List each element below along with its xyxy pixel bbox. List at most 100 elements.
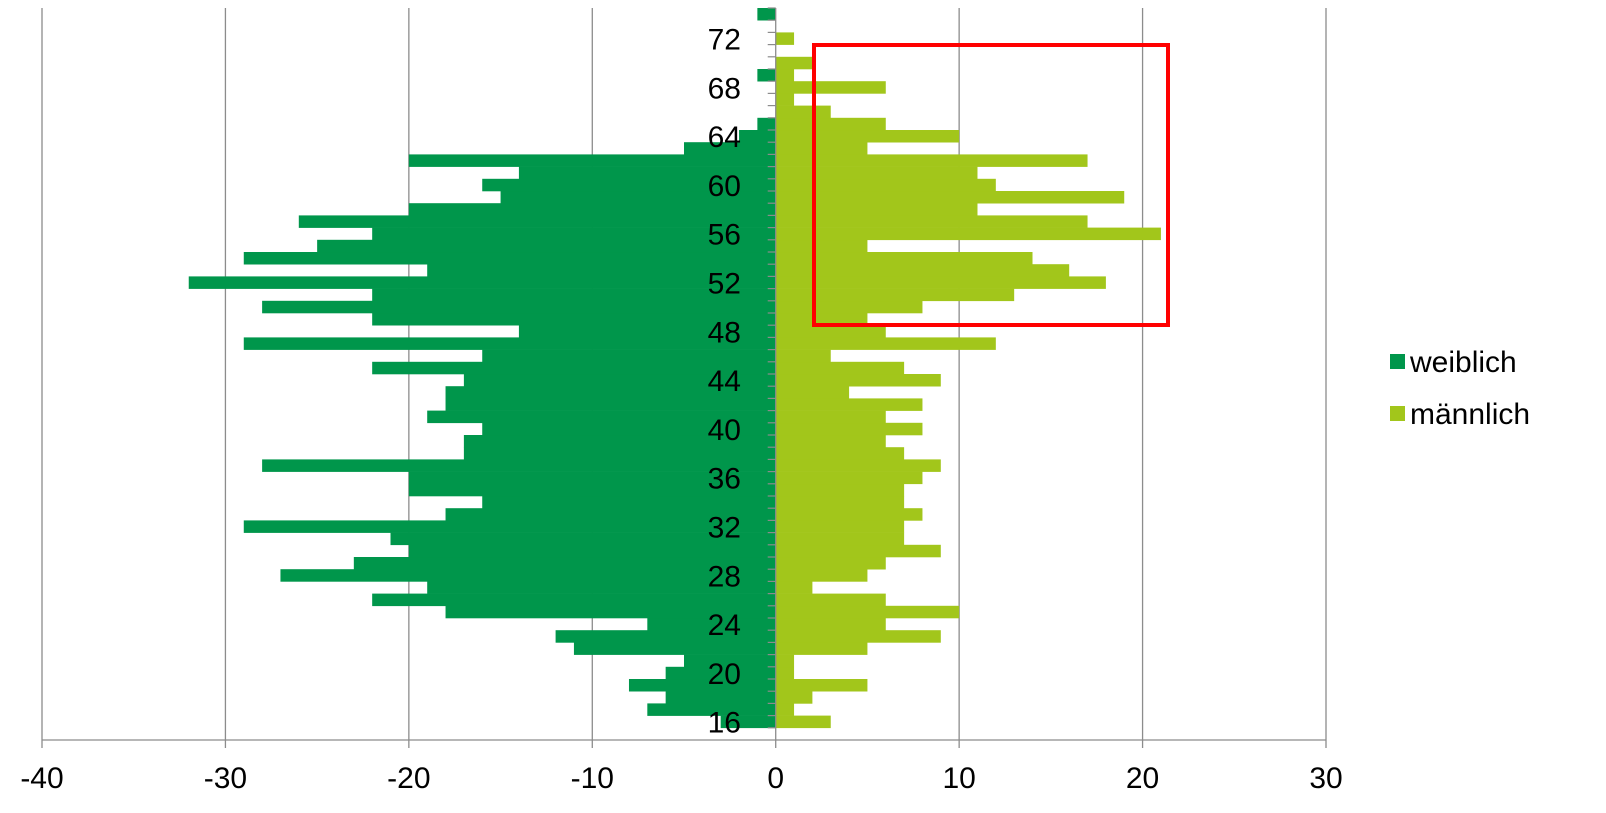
bar-weiblich-age-60 [482, 178, 776, 192]
bar-männlich-age-44 [775, 374, 941, 387]
bar-weiblich-age-17 [647, 703, 776, 716]
bar-weiblich-age-46 [482, 349, 776, 363]
bar-männlich-age-32 [775, 520, 905, 533]
y-tick-label-36: 36 [708, 463, 741, 496]
bar-männlich-age-37 [775, 459, 941, 472]
x-tick-label--20: -20 [387, 762, 430, 795]
x-tick-label-10: 10 [942, 762, 975, 795]
bar-weiblich-age-21 [684, 654, 776, 668]
y-tick-label-40: 40 [708, 414, 741, 447]
bar-männlich-age-33 [775, 508, 923, 521]
bar-weiblich-age-37 [262, 459, 776, 472]
bar-männlich-age-29 [775, 557, 886, 570]
bar-weiblich-age-38 [463, 447, 776, 460]
bar-männlich-age-22 [775, 642, 868, 655]
bar-männlich-age-66 [775, 105, 831, 119]
bar-weiblich-age-51 [372, 288, 776, 302]
bar-männlich-age-35 [775, 483, 905, 497]
bar-weiblich-age-24 [647, 618, 776, 631]
x-tick-label-30: 30 [1309, 762, 1342, 795]
bar-männlich-age-24 [775, 618, 886, 631]
bar-weiblich-age-50 [262, 300, 776, 314]
bar-weiblich-age-34 [482, 496, 776, 509]
bar-weiblich-age-49 [372, 313, 776, 326]
bar-weiblich-age-56 [372, 227, 776, 241]
legend-label-weiblich: weiblich [1409, 346, 1517, 379]
bar-weiblich-age-48 [518, 325, 776, 338]
bar-männlich-age-51 [775, 288, 1015, 302]
highlight-box [812, 43, 1170, 327]
bar-männlich-age-67 [775, 93, 795, 106]
bar-weiblich-age-39 [463, 435, 776, 448]
bar-weiblich-age-52 [188, 276, 776, 289]
bar-weiblich-age-59 [500, 191, 776, 204]
bar-weiblich-age-42 [445, 398, 776, 411]
bar-weiblich-age-29 [353, 557, 776, 570]
bar-männlich-age-64 [775, 130, 960, 143]
bar-weiblich-age-47 [243, 337, 776, 350]
bar-weiblich-age-20 [665, 666, 776, 680]
bar-männlich-age-47 [775, 337, 996, 350]
bar-männlich-age-50 [775, 300, 923, 314]
legend-swatch-männlich [1390, 406, 1405, 421]
y-tick-label-48: 48 [708, 316, 741, 349]
bar-männlich-age-34 [775, 496, 905, 509]
bar-männlich-age-62 [775, 154, 1088, 167]
y-tick-label-64: 64 [708, 121, 741, 154]
bar-männlich-age-18 [775, 691, 813, 704]
y-tick-label-72: 72 [708, 24, 741, 57]
bar-männlich-age-63 [775, 142, 868, 155]
x-tick-label--30: -30 [204, 762, 247, 795]
y-tick-label-52: 52 [708, 268, 741, 301]
legend: weiblich männlich [812, 43, 1530, 431]
bar-weiblich-age-30 [408, 544, 776, 558]
x-tick-label--40: -40 [20, 762, 63, 795]
bar-männlich-age-46 [775, 349, 831, 363]
axes: -40 -30 -20 -10 0 10 20 30 16 20 24 28 32 36 40 44 48 52 5… [20, 7, 1343, 795]
bar-weiblich-age-25 [445, 605, 776, 619]
bar-männlich-age-69 [775, 69, 795, 82]
bar-weiblich-age-36 [408, 471, 776, 485]
legend-swatch-weiblich [1390, 354, 1405, 369]
x-tick-label-0: 0 [767, 762, 784, 795]
bar-männlich-age-55 [775, 239, 868, 253]
bar-männlich-age-43 [775, 386, 850, 399]
bar-männlich-age-54 [775, 252, 1033, 265]
bar-männlich-age-59 [775, 191, 1125, 204]
bar-männlich-age-41 [775, 410, 886, 424]
bar-weiblich-age-53 [427, 264, 776, 277]
bar-weiblich-age-19 [628, 679, 776, 692]
bar-männlich-age-21 [775, 654, 795, 668]
bar-weiblich-age-63 [684, 142, 776, 155]
bar-männlich-age-27 [775, 581, 813, 594]
bar-weiblich-age-32 [243, 520, 776, 533]
bar-weiblich-age-54 [243, 252, 776, 265]
legend-label-männlich: männlich [1410, 398, 1530, 431]
bar-männlich-age-68 [775, 81, 886, 94]
bar-weiblich-age-16 [720, 715, 776, 729]
bar-männlich-age-65 [775, 117, 886, 131]
bar-männlich-age-25 [775, 605, 960, 619]
bar-weiblich-age-35 [408, 483, 776, 497]
x-tick-label-20: 20 [1126, 762, 1159, 795]
bar-männlich-age-40 [775, 422, 923, 436]
y-tick-label-20: 20 [708, 658, 741, 691]
bar-weiblich-age-41 [427, 410, 776, 424]
y-tick-label-60: 60 [708, 170, 741, 203]
bar-männlich-age-23 [775, 630, 941, 643]
bar-weiblich-age-55 [317, 239, 776, 253]
bar-weiblich-age-61 [518, 166, 776, 180]
bar-männlich-age-38 [775, 447, 905, 460]
y-tick-label-32: 32 [708, 512, 741, 545]
bar-männlich-age-48 [775, 325, 886, 338]
bar-männlich-age-36 [775, 471, 923, 485]
bar-männlich-age-20 [775, 666, 795, 680]
bar-männlich-age-45 [775, 361, 905, 375]
y-tick-label-56: 56 [708, 219, 741, 252]
bar-weiblich-age-65 [757, 117, 776, 131]
bar-weiblich-age-33 [445, 508, 776, 521]
bar-weiblich-age-22 [573, 642, 776, 655]
bar-weiblich-age-44 [463, 374, 776, 387]
bar-weiblich-age-27 [427, 581, 776, 594]
